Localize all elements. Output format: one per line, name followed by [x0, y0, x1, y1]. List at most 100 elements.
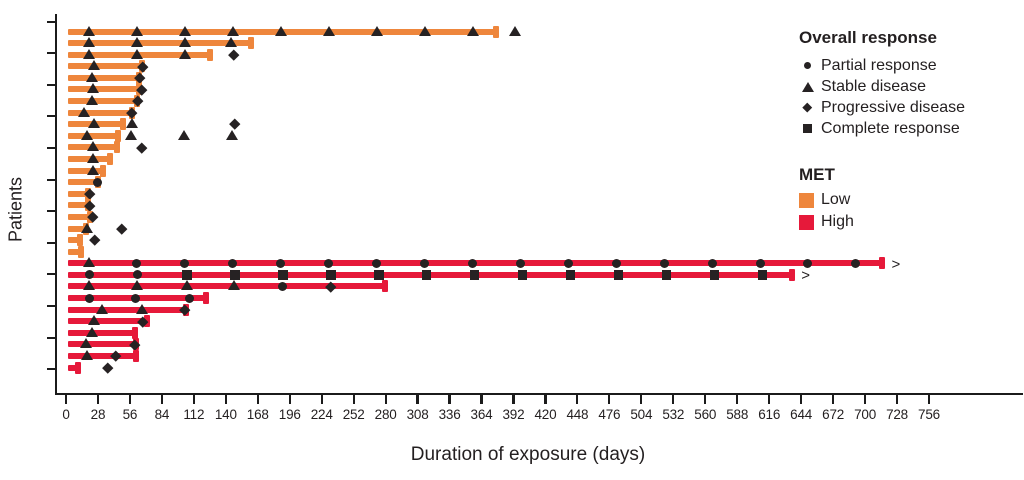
- response-marker-triangle: [124, 129, 137, 140]
- x-tick: [736, 394, 739, 404]
- legend-met-item-low: Low: [799, 189, 1019, 211]
- response-marker-triangle: [81, 129, 94, 140]
- response-marker-triangle: [131, 37, 144, 48]
- response-marker-circle: [184, 293, 194, 303]
- response-marker-triangle: [225, 37, 238, 48]
- legend-met-label: Low: [821, 191, 851, 208]
- response-marker-circle: [228, 258, 238, 268]
- response-marker-circle: [278, 281, 288, 291]
- legend-met-title: MET: [799, 165, 835, 184]
- patient-bar: [68, 283, 388, 290]
- response-marker-triangle: [86, 164, 99, 175]
- y-tick: [47, 52, 55, 55]
- x-tick-label: 112: [183, 407, 205, 422]
- x-tick-label: 308: [406, 407, 429, 422]
- patient-bar: [68, 329, 138, 336]
- response-marker-circle: [515, 258, 525, 268]
- met-low-swatch-icon: [799, 192, 814, 208]
- bar-end-cap: [99, 164, 106, 177]
- square-marker-icon: [799, 124, 816, 133]
- patient-bar: [68, 318, 151, 325]
- bar-end-cap: [207, 48, 214, 61]
- response-marker-square: [565, 270, 576, 280]
- x-tick-label: 28: [90, 407, 106, 422]
- x-tick-label: 84: [154, 407, 170, 422]
- x-tick-label: 672: [822, 407, 845, 422]
- response-marker-triangle: [131, 48, 144, 59]
- circle-marker-icon: [799, 61, 816, 70]
- x-tick-label: 420: [534, 407, 557, 422]
- x-tick: [64, 394, 68, 404]
- x-tick: [927, 394, 931, 404]
- bar-end-cap: [120, 118, 127, 131]
- x-tick: [608, 394, 611, 404]
- patient-bar: [68, 86, 143, 93]
- response-marker-square: [326, 270, 336, 280]
- x-tick-label: 588: [726, 407, 749, 422]
- response-marker-triangle: [83, 280, 96, 291]
- y-tick: [47, 115, 55, 118]
- response-marker-triangle: [85, 326, 98, 337]
- y-tick: [47, 336, 55, 339]
- bar-end-cap: [879, 257, 886, 270]
- response-marker-triangle: [179, 25, 192, 36]
- response-marker-triangle: [83, 37, 96, 48]
- y-tick: [47, 178, 55, 181]
- response-marker-circle: [659, 258, 669, 268]
- x-tick: [895, 394, 899, 404]
- response-marker-triangle: [81, 222, 94, 233]
- x-tick-label: 476: [598, 407, 621, 422]
- response-marker-triangle: [88, 60, 101, 71]
- response-marker-triangle: [179, 48, 192, 59]
- x-tick: [448, 394, 451, 404]
- legend-met-label: High: [821, 213, 854, 230]
- patient-bar: [68, 225, 89, 232]
- x-tick-label: 252: [342, 407, 365, 422]
- x-tick-label: 616: [758, 407, 781, 422]
- response-marker-circle: [707, 258, 717, 268]
- y-tick: [47, 273, 55, 276]
- met-high-swatch-icon: [799, 214, 814, 230]
- bar-end-cap: [78, 245, 85, 258]
- x-tick: [672, 394, 675, 404]
- x-tick-label: 168: [246, 407, 269, 422]
- x-tick-label: 280: [374, 407, 397, 422]
- response-marker-triangle: [419, 25, 432, 36]
- legend-met-items: Low High: [799, 189, 1019, 233]
- response-marker-square: [230, 270, 240, 280]
- x-tick: [192, 394, 195, 404]
- response-marker-triangle: [85, 95, 98, 106]
- response-marker-triangle: [85, 71, 98, 82]
- y-tick: [47, 210, 55, 213]
- x-tick: [320, 394, 323, 404]
- patient-bar: [68, 353, 139, 360]
- x-tick: [480, 394, 483, 404]
- response-marker-triangle: [467, 25, 480, 36]
- response-marker-square: [757, 270, 768, 280]
- response-marker-triangle: [81, 350, 94, 361]
- legend-item-label: Progressive disease: [821, 98, 966, 116]
- response-marker-circle: [851, 258, 861, 268]
- patient-bar: [68, 132, 121, 139]
- response-marker-circle: [85, 293, 95, 303]
- x-tick-label: 560: [694, 407, 717, 422]
- y-axis-line: [55, 14, 58, 394]
- response-marker-circle: [419, 258, 429, 268]
- response-marker-diamond: [229, 118, 241, 130]
- x-tick: [128, 394, 131, 404]
- patient-bar: [68, 40, 255, 47]
- y-tick: [47, 368, 55, 371]
- response-marker-circle: [324, 258, 334, 268]
- response-marker-triangle: [228, 280, 241, 291]
- x-tick-label: 504: [630, 407, 653, 422]
- x-tick-label: 140: [214, 407, 237, 422]
- bar-end-cap: [114, 129, 121, 142]
- x-tick: [256, 394, 259, 404]
- response-marker-triangle: [83, 257, 96, 268]
- response-marker-diamond: [89, 234, 100, 246]
- y-axis-title: Patients: [5, 176, 26, 243]
- x-tick-label: 196: [278, 407, 301, 422]
- response-marker-square: [613, 270, 624, 280]
- response-marker-square: [469, 270, 480, 280]
- response-marker-circle: [563, 258, 573, 268]
